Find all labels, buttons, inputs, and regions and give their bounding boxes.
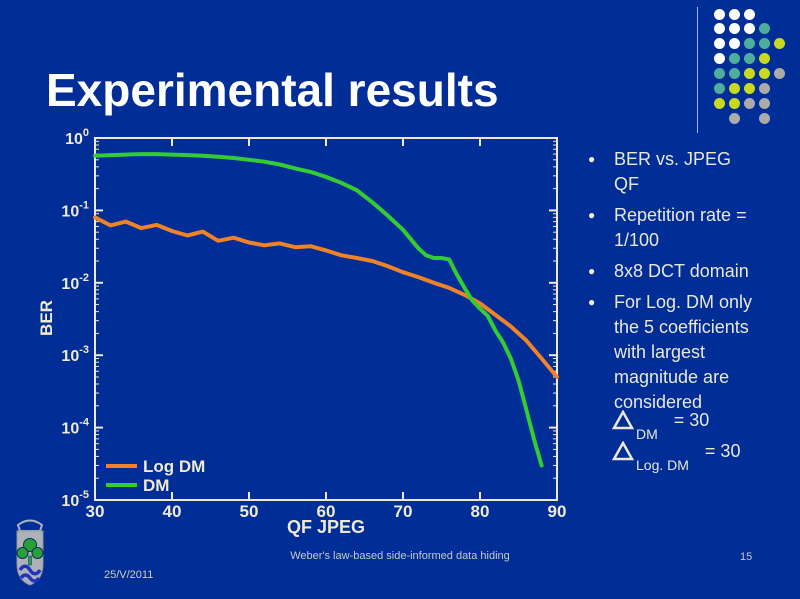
y-tick-label: 100 — [65, 127, 89, 148]
footer-date: 25/V/2011 — [104, 569, 154, 581]
decor-dot — [758, 38, 770, 50]
bullet-icon: ● — [588, 152, 596, 166]
bullet-item: ● 8x8 DCT domain — [584, 259, 792, 284]
slide-title: Experimental results — [46, 64, 499, 116]
decor-dot — [728, 97, 740, 109]
bullet-text: For Log. DM only the 5 coefficients with… — [614, 292, 753, 412]
y-tick-label: 10-3 — [61, 344, 89, 365]
bullet-icon: ● — [588, 295, 596, 309]
bullet-item: ● For Log. DM only the 5 coefficients wit… — [584, 290, 792, 415]
x-tick-label: 70 — [394, 502, 413, 521]
x-tick-label: 60 — [317, 502, 336, 521]
delta-triangle-icon — [612, 410, 634, 430]
decor-dot — [743, 68, 755, 80]
series-line-log-dm — [93, 215, 559, 379]
decor-dot — [758, 68, 770, 80]
decor-dot — [713, 83, 725, 94]
decor-dot — [743, 53, 755, 65]
x-tick-label: 80 — [471, 502, 490, 521]
decor-dot — [743, 8, 755, 20]
x-tick-label: 40 — [163, 502, 182, 521]
crest-waves — [18, 564, 42, 583]
bullet-text: Repetition rate = 1/100 — [614, 205, 747, 250]
crest-tree — [16, 538, 44, 566]
delta-triangle-icon — [612, 441, 634, 461]
delta-formulas: DM = 30 Log. DM = 30 — [612, 408, 797, 473]
decor-dot — [758, 83, 770, 94]
decor-dot — [713, 68, 725, 80]
y-tick-label: 10-4 — [61, 417, 89, 438]
decor-dot — [758, 112, 770, 124]
crest-crown — [16, 519, 44, 532]
decor-dot — [758, 97, 770, 109]
formula-row: Log. DM = 30 — [612, 439, 797, 473]
bullet-icon: ● — [588, 208, 596, 222]
decor-dot — [713, 53, 725, 65]
y-tick-label: 10-1 — [61, 199, 89, 220]
decor-dot — [713, 38, 725, 50]
bullet-text: 8x8 DCT domain — [614, 261, 749, 281]
formula-subscript: Log. DM — [636, 457, 689, 473]
footer-title: Weber's law-based side-informed data hid… — [290, 550, 510, 562]
decor-dot — [713, 8, 725, 20]
decor-dot — [743, 38, 755, 50]
decor-dot — [728, 53, 740, 65]
decor-dot — [728, 112, 740, 124]
formula-value: = 30 — [673, 410, 710, 430]
decor-dot — [728, 68, 740, 80]
decor-dot — [773, 68, 785, 80]
decor-dot — [743, 83, 755, 94]
bullet-item: ● Repetition rate = 1/100 — [584, 203, 792, 253]
x-axis-label: QF JPEG — [287, 517, 365, 537]
university-crest-logo — [16, 519, 44, 586]
x-tick-label: 50 — [240, 502, 259, 521]
decor-dot — [728, 38, 740, 50]
decor-dot — [743, 23, 755, 35]
y-axis-label: BER — [37, 300, 56, 336]
vertical-divider — [697, 7, 698, 133]
decor-dot — [743, 97, 755, 109]
decor-dot — [713, 23, 725, 35]
decor-dot — [728, 23, 740, 35]
footer-page-number: 15 — [740, 551, 753, 563]
series-line-dm — [93, 152, 544, 468]
decor-dot — [773, 38, 785, 50]
bullet-text: BER vs. JPEG QF — [614, 149, 732, 194]
dot-grid-decoration — [0, 0, 800, 140]
decor-dot — [758, 53, 770, 65]
decor-dot — [728, 8, 740, 20]
decor-dot — [713, 97, 725, 109]
formula-value: = 30 — [704, 441, 741, 461]
bullet-list: ● BER vs. JPEG QF ● Repetition rate = 1/100… — [584, 147, 792, 421]
y-tick-label: 10-2 — [61, 272, 89, 293]
x-tick-label: 30 — [86, 502, 105, 521]
formula-subscript: DM — [636, 426, 658, 442]
legend-label: DM — [143, 476, 169, 495]
decor-dot — [758, 23, 770, 35]
x-tick-label: 90 — [548, 502, 567, 521]
formula-row: DM = 30 — [612, 408, 797, 442]
bullet-icon: ● — [588, 264, 596, 278]
decor-dot — [728, 83, 740, 94]
legend-label: Log DM — [143, 457, 205, 476]
bullet-item: ● BER vs. JPEG QF — [584, 147, 792, 197]
